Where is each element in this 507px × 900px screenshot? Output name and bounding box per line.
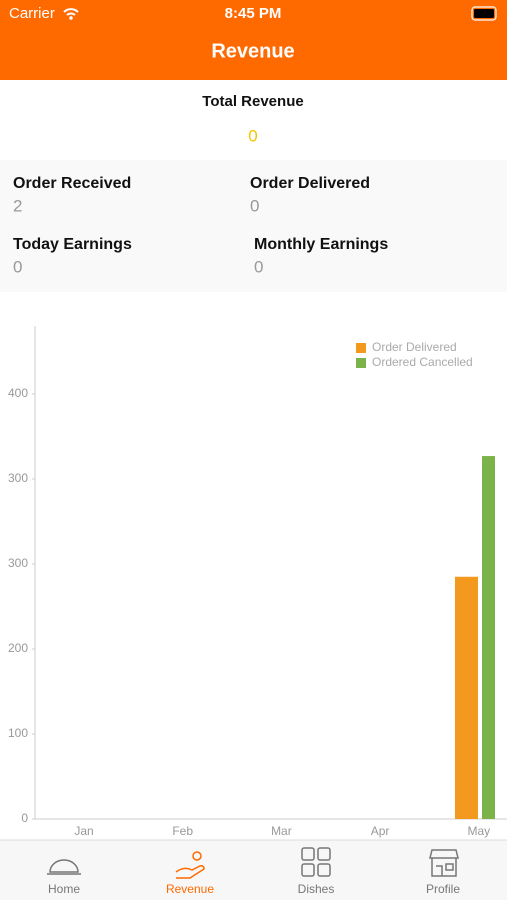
profile-icon — [429, 849, 459, 877]
carrier: Carrier — [9, 5, 55, 22]
tab-label: Home — [48, 882, 80, 896]
tab-dishes[interactable]: Dishes — [298, 847, 335, 896]
revenue-coin — [192, 851, 202, 861]
tab-label: Revenue — [166, 882, 214, 896]
dishes-icon — [301, 847, 315, 861]
stat-value: 0 — [13, 257, 22, 276]
bar — [482, 456, 495, 819]
legend-swatch — [356, 343, 366, 353]
chart: 0 100 200 300 300 400 Jan Feb Mar Apr May Order Del… — [8, 326, 507, 838]
stat-value: 2 — [13, 196, 22, 215]
battery — [471, 6, 497, 21]
y-tick-label: 300 — [8, 471, 28, 485]
legend-label: Order Delivered — [372, 340, 457, 354]
y-tick-label: 100 — [8, 726, 28, 740]
y-tick-label: 0 — [21, 811, 28, 825]
tab-home[interactable]: Home — [47, 859, 81, 896]
header-title: Revenue — [211, 40, 294, 62]
x-tick-label: Jan — [74, 824, 93, 838]
wifi-icon — [63, 8, 79, 16]
stat-label: Order Delivered — [250, 175, 370, 192]
home-icon — [47, 859, 81, 875]
stat-value: 0 — [250, 196, 259, 215]
wifi-dot — [69, 16, 73, 20]
battery-level — [474, 9, 494, 18]
stat-label: Today Earnings — [13, 236, 132, 253]
dishes-icon — [317, 847, 331, 861]
total-revenue-value: 0 — [248, 126, 257, 145]
time: 8:45 PM — [225, 5, 282, 22]
y-tick-label: 400 — [8, 386, 28, 400]
tab-profile[interactable]: Profile — [426, 849, 460, 896]
tab-bar — [0, 840, 507, 900]
header-bg — [0, 0, 507, 80]
tab-label: Profile — [426, 882, 460, 896]
dishes-icon — [301, 863, 315, 877]
x-tick-label: Feb — [172, 824, 193, 838]
legend-swatch — [356, 358, 366, 368]
bar — [455, 576, 478, 819]
stat-label: Monthly Earnings — [254, 236, 388, 253]
revenue-icon — [175, 865, 205, 879]
stat-value: 0 — [254, 257, 263, 276]
legend-label: Ordered Cancelled — [372, 355, 473, 369]
x-tick-label: May — [467, 824, 490, 838]
stats-bg — [0, 160, 507, 292]
total-revenue-label: Total Revenue — [202, 93, 303, 110]
stat-label: Order Received — [13, 175, 131, 192]
tab-label: Dishes — [298, 882, 335, 896]
dishes-icon — [317, 863, 331, 877]
tab-revenue[interactable]: Revenue — [166, 851, 214, 896]
y-tick-label: 300 — [8, 556, 28, 570]
x-tick-label: Apr — [371, 824, 390, 838]
y-tick-label: 200 — [8, 641, 28, 655]
x-tick-label: Mar — [271, 824, 292, 838]
